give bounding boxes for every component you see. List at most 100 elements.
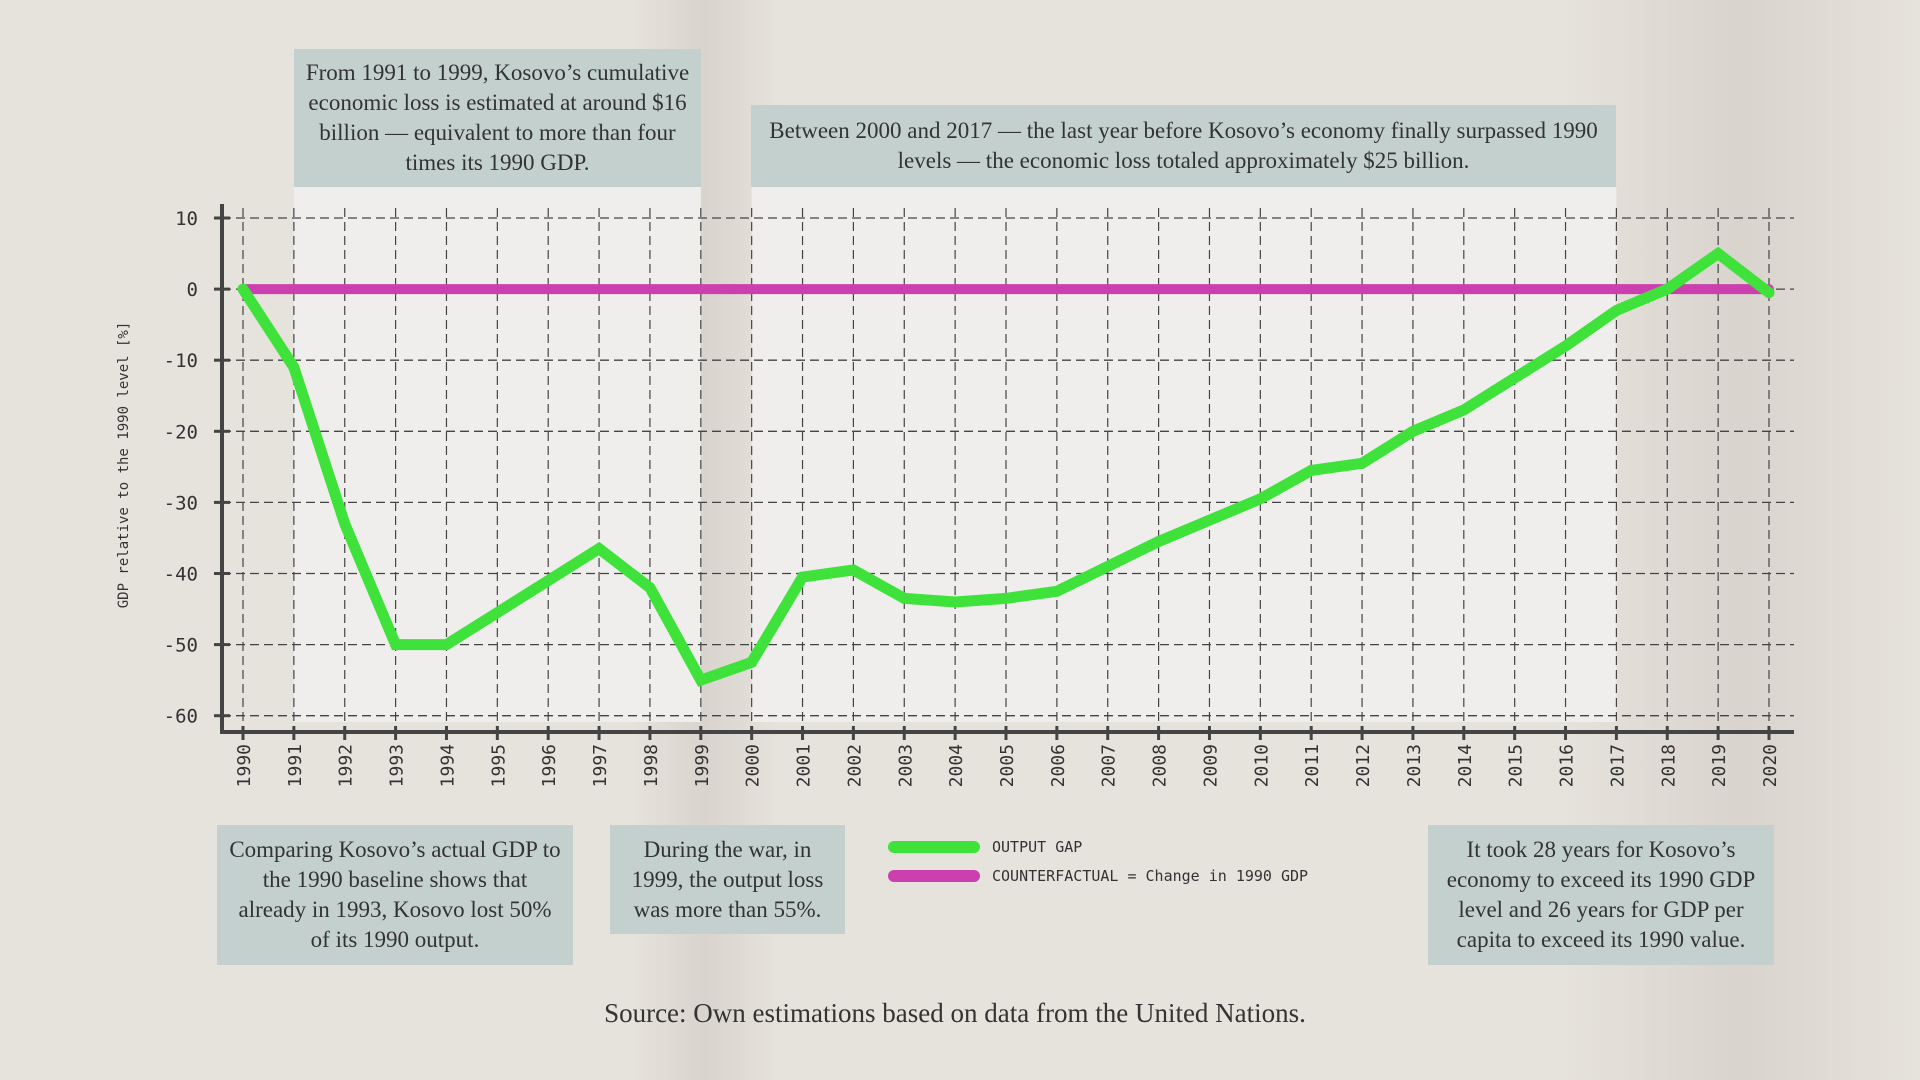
data-point bbox=[649, 288, 651, 290]
data-point bbox=[547, 580, 549, 582]
x-tick-label: 2004 bbox=[946, 744, 967, 787]
data-point bbox=[445, 288, 447, 290]
data-point bbox=[242, 288, 244, 290]
x-tick-label: 2007 bbox=[1099, 744, 1120, 787]
data-point bbox=[1005, 288, 1007, 290]
legend-swatch-green bbox=[888, 840, 980, 853]
data-point bbox=[1208, 288, 1210, 290]
data-point bbox=[954, 288, 956, 290]
x-tick-label: 2020 bbox=[1760, 744, 1781, 787]
data-point bbox=[1514, 288, 1516, 290]
legend-label: OUTPUT GAP bbox=[992, 837, 1083, 856]
data-point bbox=[547, 288, 549, 290]
x-tick-label: 2005 bbox=[997, 744, 1018, 787]
x-tick-label: 1994 bbox=[437, 744, 458, 787]
data-point bbox=[1717, 288, 1719, 290]
x-tick-label: 2003 bbox=[895, 744, 916, 787]
data-point bbox=[1158, 541, 1160, 543]
data-point bbox=[1717, 253, 1719, 255]
x-tick-label: 1995 bbox=[488, 744, 509, 787]
x-tick-label: 2011 bbox=[1302, 744, 1323, 787]
data-point bbox=[852, 569, 854, 571]
annotation-1991-1999: From 1991 to 1999, Kosovo’s cumulative e… bbox=[294, 49, 701, 187]
data-point bbox=[1666, 288, 1668, 290]
x-tick-label: 2013 bbox=[1404, 744, 1425, 787]
data-point bbox=[1615, 309, 1617, 311]
data-point bbox=[700, 679, 702, 681]
x-tick-label: 1997 bbox=[590, 744, 611, 787]
data-point bbox=[598, 548, 600, 550]
data-point bbox=[1005, 597, 1007, 599]
data-point bbox=[1107, 288, 1109, 290]
data-point bbox=[496, 612, 498, 614]
x-tick-label: 2014 bbox=[1455, 744, 1476, 787]
data-point bbox=[1565, 345, 1567, 347]
x-tick-label: 2001 bbox=[794, 744, 815, 787]
data-point bbox=[903, 597, 905, 599]
data-point bbox=[395, 644, 397, 646]
data-point bbox=[1412, 288, 1414, 290]
x-tick-label: 1998 bbox=[641, 744, 662, 787]
data-point bbox=[1208, 519, 1210, 521]
x-tick-label: 2016 bbox=[1557, 744, 1578, 787]
x-tick-label: 1991 bbox=[285, 744, 306, 787]
data-point bbox=[649, 587, 651, 589]
data-point bbox=[344, 523, 346, 525]
data-point bbox=[1514, 377, 1516, 379]
y-tick-label: -60 bbox=[164, 706, 198, 728]
data-point bbox=[1412, 430, 1414, 432]
legend-item-counterfactual: COUNTERFACTUAL = Change in 1990 GDP bbox=[888, 861, 1308, 890]
y-tick-label: 0 bbox=[187, 279, 198, 301]
data-point bbox=[1463, 288, 1465, 290]
x-tick-label: 1996 bbox=[539, 744, 560, 787]
data-point bbox=[1361, 288, 1363, 290]
x-tick-label: 2006 bbox=[1048, 744, 1069, 787]
data-point bbox=[1768, 292, 1770, 294]
data-point bbox=[344, 288, 346, 290]
x-tick-label: 2018 bbox=[1658, 744, 1679, 787]
data-point bbox=[751, 661, 753, 663]
data-point bbox=[751, 288, 753, 290]
legend: OUTPUT GAP COUNTERFACTUAL = Change in 19… bbox=[888, 832, 1308, 890]
data-point bbox=[1056, 590, 1058, 592]
legend-swatch-magenta bbox=[888, 869, 980, 882]
data-point bbox=[1615, 288, 1617, 290]
data-point bbox=[1463, 409, 1465, 411]
data-point bbox=[1310, 469, 1312, 471]
data-point bbox=[802, 576, 804, 578]
data-point bbox=[1158, 288, 1160, 290]
source-note: Source: Own estimations based on data fr… bbox=[604, 998, 1306, 1028]
x-tick-label: 1999 bbox=[692, 744, 713, 787]
highlight-period bbox=[751, 187, 1617, 722]
x-tick-label: 2002 bbox=[844, 744, 865, 787]
x-tick-label: 2010 bbox=[1251, 744, 1272, 787]
x-tick-label: 2008 bbox=[1150, 744, 1171, 787]
annotation-28-years: It took 28 years for Kosovo’s economy to… bbox=[1428, 825, 1774, 965]
data-point bbox=[1107, 565, 1109, 567]
data-point bbox=[598, 288, 600, 290]
data-point bbox=[1565, 288, 1567, 290]
x-tick-label: 2019 bbox=[1709, 744, 1730, 787]
legend-label: COUNTERFACTUAL = Change in 1990 GDP bbox=[992, 866, 1309, 885]
data-point bbox=[954, 601, 956, 603]
annotation-1993: Comparing Kosovo’s actual GDP to the 199… bbox=[217, 825, 573, 965]
x-tick-label: 2009 bbox=[1200, 744, 1221, 787]
x-tick-label: 2017 bbox=[1607, 744, 1628, 787]
data-point bbox=[700, 288, 702, 290]
data-point bbox=[1056, 288, 1058, 290]
y-tick-label: -50 bbox=[164, 635, 198, 657]
x-tick-label: 2015 bbox=[1506, 744, 1527, 787]
annotation-1999: During the war, in 1999, the output loss… bbox=[610, 825, 845, 934]
data-point bbox=[445, 644, 447, 646]
data-point bbox=[903, 288, 905, 290]
data-point bbox=[395, 288, 397, 290]
data-point bbox=[293, 288, 295, 290]
data-point bbox=[496, 288, 498, 290]
y-tick-label: -30 bbox=[164, 492, 198, 514]
data-point bbox=[1310, 288, 1312, 290]
data-point bbox=[293, 366, 295, 368]
x-tick-label: 1992 bbox=[336, 744, 357, 787]
data-point bbox=[1259, 288, 1261, 290]
y-tick-label: -20 bbox=[164, 421, 198, 443]
